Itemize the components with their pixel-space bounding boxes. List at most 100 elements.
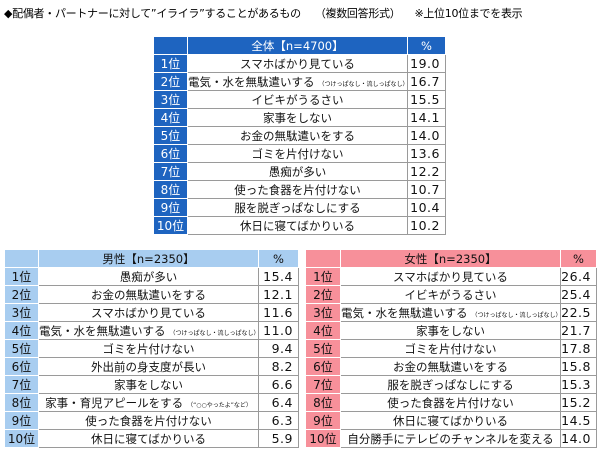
header-label: 男性【n=2350】 <box>38 249 259 268</box>
pct-cell: 10.7 <box>407 180 446 199</box>
item-cell: 電気・水を無駄遣いする （つけっぱなし・流しっぱなし） <box>340 303 561 322</box>
pct-cell: 6.3 <box>258 411 299 430</box>
pct-cell: 11.0 <box>258 321 299 340</box>
item-cell: 使った食器を片付けない <box>38 411 259 430</box>
rank-cell: 6位 <box>4 357 39 376</box>
item-cell: スマホばかり見ている <box>38 303 259 322</box>
item-cell: 愚痴が多い <box>187 162 408 181</box>
pct-cell: 12.2 <box>407 162 446 181</box>
pct-cell: 5.9 <box>258 429 299 448</box>
table-row: 2位 お金の無駄遣いをする 12.1 <box>4 285 299 304</box>
pct-cell: 10.4 <box>407 198 446 217</box>
table-row: 7位 家事をしない 6.6 <box>4 375 299 394</box>
item-cell: ゴミを片付けない <box>38 339 259 358</box>
header-pct: % <box>407 36 446 55</box>
rank-cell: 3位 <box>153 90 188 109</box>
item-note: （“○○やったよ”など） <box>187 401 252 409</box>
item-cell: 家事をしない <box>340 321 561 340</box>
title-note: ※上位10位までを表示 <box>414 7 523 20</box>
item-label: スマホばかり見ている <box>91 305 206 320</box>
table-row: 6位 外出前の身支度が長い 8.2 <box>4 357 299 376</box>
pct-cell: 17.8 <box>560 339 597 358</box>
pct-cell: 15.3 <box>560 375 597 394</box>
table-row: 8位 使った食器を片付けない 10.7 <box>153 180 446 199</box>
table-row: 4位 家事をしない 21.7 <box>305 321 597 340</box>
item-label: 家事をしない <box>416 323 485 338</box>
rank-cell: 7位 <box>153 162 188 181</box>
item-label: ゴミを片付けない <box>251 146 344 161</box>
header-row: 全体【n=4700】% <box>153 36 446 55</box>
item-label: 使った食器を片付けない <box>234 182 361 197</box>
item-cell: 服を脱ぎっぱなしにする <box>187 198 408 217</box>
table-male: 男性【n=2350】% 1位 愚痴が多い 15.4 2位 お金の無駄遣いをする 12.1 3位… <box>4 249 299 448</box>
item-cell: 電気・水を無駄遣いする （つけっぱなし・流しっぱなし） <box>187 72 408 91</box>
item-cell: お金の無駄遣いをする <box>187 126 408 145</box>
table-row: 10位 休日に寝てばかりいる 10.2 <box>153 216 446 235</box>
rank-cell: 6位 <box>305 357 341 376</box>
pct-cell: 22.5 <box>560 303 597 322</box>
rank-cell: 9位 <box>4 411 39 430</box>
header-row: 男性【n=2350】% <box>4 249 299 268</box>
pct-cell: 21.7 <box>560 321 597 340</box>
item-cell: スマホばかり見ている <box>187 54 408 73</box>
item-cell: 家事・育児アピールをする （“○○やったよ”など） <box>38 393 259 412</box>
rank-cell: 5位 <box>153 126 188 145</box>
rank-cell: 10位 <box>305 429 341 448</box>
item-cell: スマホばかり見ている <box>340 267 561 286</box>
item-cell: 家事をしない <box>38 375 259 394</box>
rank-cell: 6位 <box>153 144 188 163</box>
rank-cell: 5位 <box>4 339 39 358</box>
rank-cell: 10位 <box>4 429 39 448</box>
item-label: 家事・育児アピールをする <box>45 395 184 410</box>
pct-cell: 26.4 <box>560 267 597 286</box>
item-label: 電気・水を無駄遣いする <box>39 323 166 338</box>
table-row: 2位 電気・水を無駄遣いする （つけっぱなし・流しっぱなし） 16.7 <box>153 72 446 91</box>
item-cell: 家事をしない <box>187 108 408 127</box>
table-row: 5位 ゴミを片付けない 9.4 <box>4 339 299 358</box>
table-row: 2位 イビキがうるさい 25.4 <box>305 285 597 304</box>
title-main: ◆配偶者・パートナーに対して”イライラ”することがあるもの <box>4 7 301 20</box>
item-label: ゴミを片付けない <box>404 341 497 356</box>
pct-cell: 10.2 <box>407 216 446 235</box>
header-pct: % <box>258 249 299 268</box>
item-label: お金の無駄遣いをする <box>393 359 508 374</box>
pct-cell: 13.6 <box>407 144 446 163</box>
pct-cell: 14.0 <box>560 429 597 448</box>
item-cell: イビキがうるさい <box>340 285 561 304</box>
table-row: 4位 家事をしない 14.1 <box>153 108 446 127</box>
rank-cell: 1位 <box>4 267 39 286</box>
item-cell: お金の無駄遣いをする <box>340 357 561 376</box>
rank-cell: 7位 <box>305 375 341 394</box>
rank-cell: 1位 <box>305 267 341 286</box>
pct-cell: 14.1 <box>407 108 446 127</box>
rank-cell: 10位 <box>153 216 188 235</box>
item-note: （つけっぱなし・流しっぱなし） <box>318 80 408 88</box>
header-pct: % <box>560 249 597 268</box>
item-cell: 休日に寝てばかりいる <box>187 216 408 235</box>
rank-cell: 8位 <box>4 393 39 412</box>
pct-cell: 25.4 <box>560 285 597 304</box>
table-row: 3位 スマホばかり見ている 11.6 <box>4 303 299 322</box>
page-title: ◆配偶者・パートナーに対して”イライラ”することがあるもの （複数回答形式） ※上位… <box>4 5 536 21</box>
title-format: （複数回答形式） <box>314 7 401 20</box>
header-blank <box>4 249 39 268</box>
item-label: 外出前の身支度が長い <box>91 359 206 374</box>
rank-cell: 2位 <box>305 285 341 304</box>
rank-cell: 4位 <box>4 321 39 340</box>
item-cell: 休日に寝てばかりいる <box>340 411 561 430</box>
table-row: 5位 ゴミを片付けない 17.8 <box>305 339 597 358</box>
item-label: イビキがうるさい <box>404 287 497 302</box>
table-row: 6位 ゴミを片付けない 13.6 <box>153 144 446 163</box>
item-label: 自分勝手にテレビのチャンネルを変える <box>347 431 554 446</box>
table-row: 3位 イビキがうるさい 15.5 <box>153 90 446 109</box>
item-cell: 自分勝手にテレビのチャンネルを変える <box>340 429 561 448</box>
item-label: イビキがうるさい <box>251 92 344 107</box>
table-row: 8位 使った食器を片付けない 15.2 <box>305 393 597 412</box>
rank-cell: 2位 <box>153 72 188 91</box>
table-row: 3位 電気・水を無駄遣いする （つけっぱなし・流しっぱなし） 22.5 <box>305 303 597 322</box>
rank-cell: 5位 <box>305 339 341 358</box>
item-cell: 使った食器を片付けない <box>340 393 561 412</box>
rank-cell: 9位 <box>305 411 341 430</box>
rank-cell: 8位 <box>305 393 341 412</box>
item-label: 休日に寝てばかりいる <box>393 413 508 428</box>
